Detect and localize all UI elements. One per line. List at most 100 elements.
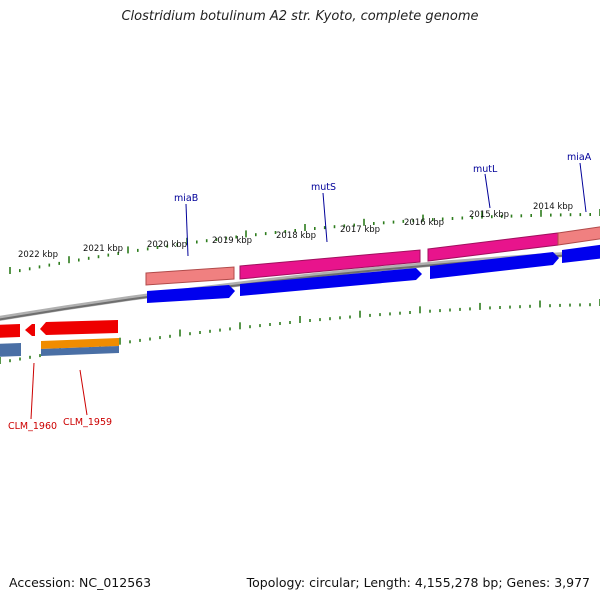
scale-label-2020: 2020 kbp	[147, 240, 187, 250]
inner-minor-tick	[229, 327, 231, 331]
scale-label-2021: 2021 kbp	[83, 244, 123, 254]
inner-minor-tick	[249, 325, 251, 329]
miaA-leader	[579, 162, 587, 213]
inner-minor-tick	[199, 331, 201, 334]
inner-minor-tick	[319, 318, 321, 322]
inner-minor-tick	[409, 311, 411, 314]
outer-minor-tick	[87, 256, 90, 260]
inner-minor-tick	[159, 336, 161, 340]
miaA-feature-pink[interactable]	[557, 226, 600, 246]
outer-major-tick	[68, 256, 70, 264]
outer-major-tick	[540, 209, 542, 217]
inner-minor-tick	[219, 328, 221, 332]
inner-major-tick	[359, 310, 361, 318]
miaB-leader	[185, 203, 189, 257]
outer-minor-tick	[117, 252, 119, 255]
outer-minor-tick	[48, 263, 51, 267]
inner-minor-tick	[289, 321, 291, 324]
miaA-feature-blue[interactable]	[562, 244, 600, 263]
outer-minor-tick	[412, 219, 414, 223]
gene-label-CLM_1960[interactable]: CLM_1960	[8, 421, 57, 432]
scale-label-2014: 2014 kbp	[533, 202, 573, 212]
inner-minor-tick	[29, 355, 31, 359]
gene-label-mutL[interactable]: mutL	[473, 164, 498, 175]
outer-major-tick	[245, 230, 247, 238]
outer-minor-tick	[392, 220, 395, 224]
outer-minor-tick	[78, 258, 80, 262]
CLM_1959-feature-orange[interactable]	[41, 338, 119, 349]
outer-minor-tick	[323, 226, 326, 230]
outer-minor-tick	[589, 213, 591, 216]
inner-minor-tick	[189, 332, 191, 336]
outer-minor-tick	[491, 215, 493, 219]
inner-minor-tick	[369, 313, 371, 317]
inner-major-tick	[179, 329, 181, 337]
outer-major-tick	[363, 218, 365, 226]
outer-major-tick	[304, 224, 306, 231]
outer-minor-tick	[196, 240, 198, 244]
inner-minor-tick	[579, 303, 581, 307]
reverse-features	[0, 320, 119, 357]
gene-label-miaB[interactable]: miaB	[174, 193, 198, 204]
inner-minor-tick	[9, 359, 11, 363]
outer-major-tick	[422, 214, 424, 222]
inner-major-tick	[419, 306, 421, 314]
inner-minor-tick	[439, 309, 441, 313]
miaB-feature-blue[interactable]	[147, 285, 235, 303]
inner-minor-tick	[309, 319, 311, 322]
inner-minor-tick	[169, 334, 171, 338]
scale-labels: 2022 kbp 2021 kbp 2020 kbp 2019 kbp 2018…	[18, 202, 573, 260]
inner-major-tick	[539, 300, 541, 308]
inner-minor-tick	[19, 357, 21, 361]
outer-minor-tick	[314, 227, 316, 230]
outer-major-tick	[127, 246, 129, 254]
inner-minor-tick	[459, 307, 461, 311]
scale-label-2019: 2019 kbp	[212, 236, 252, 246]
outer-minor-tick	[500, 214, 503, 218]
gene-label-CLM_1959[interactable]: CLM_1959	[63, 417, 112, 428]
inner-minor-tick	[519, 305, 521, 309]
bottom-gene-labels: CLM_1960 CLM_1959	[8, 362, 112, 432]
mutS-feature-blue[interactable]	[240, 268, 422, 296]
outer-minor-tick	[137, 248, 139, 252]
CLM_1960b-feature-red[interactable]	[25, 324, 35, 336]
outer-minor-tick	[107, 253, 110, 257]
mutL-feature-blue[interactable]	[430, 252, 559, 279]
inner-minor-tick	[509, 305, 511, 309]
outer-minor-tick	[569, 213, 572, 217]
mutS-feature-magenta[interactable]	[239, 249, 421, 280]
outer-minor-tick	[264, 232, 267, 236]
CLM_1959-feature-steel[interactable]	[41, 346, 119, 356]
outer-minor-tick	[579, 213, 582, 217]
outer-minor-tick	[156, 246, 159, 249]
outer-minor-tick	[19, 269, 21, 273]
scale-label-2017: 2017 kbp	[340, 225, 380, 235]
outer-minor-tick	[550, 213, 552, 217]
genome-summary-text: Topology: circular; Length: 4,155,278 bp…	[246, 575, 590, 590]
gene-label-miaA[interactable]: miaA	[567, 152, 592, 163]
outer-minor-tick	[382, 221, 385, 225]
inner-minor-tick	[399, 311, 401, 315]
inner-major-tick	[299, 316, 301, 323]
inner-minor-tick	[349, 315, 351, 319]
outer-minor-tick	[38, 265, 41, 269]
outer-minor-tick	[166, 244, 169, 248]
gene-label-mutS[interactable]: mutS	[311, 182, 336, 193]
inner-minor-tick	[129, 340, 131, 344]
outer-major-tick	[481, 211, 483, 219]
inner-minor-tick	[449, 308, 451, 312]
miaB-feature-pink[interactable]	[145, 266, 235, 286]
CLM_1959-feature-red[interactable]	[40, 320, 118, 335]
inner-minor-tick	[339, 316, 341, 320]
outer-minor-tick	[441, 217, 444, 221]
CLM_1960-feature-red[interactable]	[0, 324, 20, 338]
outer-major-tick	[9, 267, 11, 274]
outer-minor-tick	[235, 235, 237, 239]
outer-minor-tick	[294, 229, 296, 232]
scale-label-2016: 2016 kbp	[404, 218, 444, 228]
inner-major-tick	[119, 337, 121, 345]
CLM_1960-feature-steel[interactable]	[0, 343, 21, 357]
outer-minor-tick	[559, 213, 562, 217]
